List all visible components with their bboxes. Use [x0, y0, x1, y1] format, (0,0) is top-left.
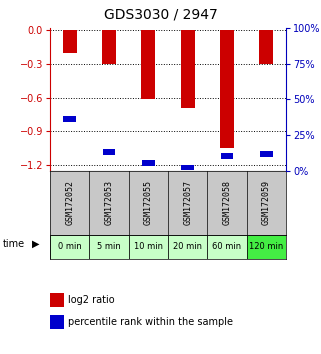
- Text: GSM172059: GSM172059: [262, 180, 271, 225]
- Text: 0 min: 0 min: [58, 242, 82, 251]
- Bar: [142, 160, 154, 166]
- Bar: [181, 30, 195, 108]
- Bar: [102, 30, 116, 64]
- Bar: [64, 116, 76, 122]
- Bar: [103, 149, 115, 155]
- Bar: [129, 234, 168, 259]
- Bar: [221, 153, 233, 159]
- Text: 5 min: 5 min: [97, 242, 121, 251]
- Bar: [50, 234, 89, 259]
- Bar: [181, 165, 194, 170]
- Text: GSM172052: GSM172052: [65, 180, 74, 225]
- Bar: [168, 234, 207, 259]
- Bar: [207, 234, 247, 259]
- Text: GSM172057: GSM172057: [183, 180, 192, 225]
- Text: GDS3030 / 2947: GDS3030 / 2947: [104, 7, 217, 21]
- Text: log2 ratio: log2 ratio: [68, 295, 114, 305]
- Bar: [142, 30, 155, 99]
- Bar: [220, 30, 234, 148]
- Text: GSM172055: GSM172055: [144, 180, 153, 225]
- Text: ▶: ▶: [32, 239, 39, 249]
- Bar: [260, 151, 273, 157]
- Text: time: time: [3, 239, 25, 249]
- Bar: [89, 234, 129, 259]
- Bar: [259, 30, 273, 64]
- Text: percentile rank within the sample: percentile rank within the sample: [68, 317, 233, 327]
- Text: 120 min: 120 min: [249, 242, 283, 251]
- Text: 20 min: 20 min: [173, 242, 202, 251]
- Text: 10 min: 10 min: [134, 242, 163, 251]
- Text: 60 min: 60 min: [213, 242, 242, 251]
- Text: GSM172058: GSM172058: [222, 180, 231, 225]
- Bar: [63, 30, 76, 53]
- Text: GSM172053: GSM172053: [105, 180, 114, 225]
- Bar: [247, 234, 286, 259]
